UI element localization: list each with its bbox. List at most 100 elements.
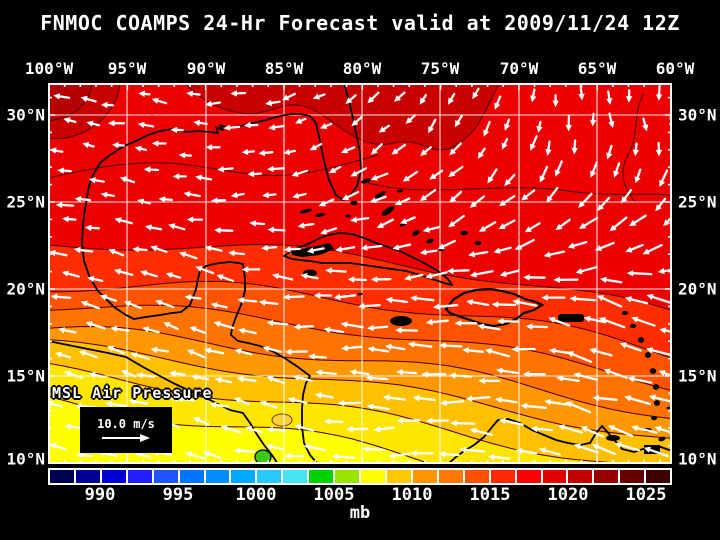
wind-arrow-head [266,376,274,383]
wind-arrow-head [469,271,477,278]
wind-arrow-head [307,247,314,254]
wind-arrow-head [237,297,244,304]
wind-arrow-head [520,402,528,410]
wind-arrow-head [419,97,426,105]
wind-arrow-head [575,268,583,275]
wind-arrow-head [400,218,408,224]
wind-arrow-head [223,124,231,131]
wind-arrow-head [523,274,530,281]
wind-arrow-shaft [546,250,566,257]
colorbar-segment [50,470,74,483]
wind-arrow-head [165,272,173,279]
colorbar-segment [464,470,489,483]
island-speck [426,238,434,244]
wind-arrow-head [521,194,529,201]
wind-arrow-head [421,371,428,378]
wind-arrow-head [163,322,171,328]
wind-arrow-head [74,196,82,203]
wind-arrow-shaft [421,188,437,200]
wind-arrow-head [282,94,290,101]
wind-arrow-head [555,223,563,231]
colorbar-tick-label: 990 [84,485,116,505]
wind-arrow-head [137,198,145,205]
wind-arrow-head [469,201,477,208]
isobar-contour [367,182,672,197]
pressure-wind-map [48,83,672,464]
coastline-south-america [447,418,672,464]
lon-tick-label: 70°W [499,59,539,78]
wind-arrow-head [603,368,611,375]
wind-arrow-head [55,201,63,209]
island-speck [315,213,325,217]
colorbar-segment [386,470,411,483]
wind-arrow-head [580,426,588,433]
wind-arrow-head [108,248,116,255]
wind-arrow-head [394,95,401,102]
wind-arrow-head [179,251,187,258]
wind-arrow-head [151,97,159,104]
pressure-band [48,396,672,464]
wind-arrow-head [631,425,639,432]
wind-arrow-head [449,148,457,156]
wind-arrow-head [213,321,221,328]
wind-arrow-head [333,293,341,301]
island-speck [629,323,637,329]
wind-arrow-head [323,418,331,425]
wind-arrow-shaft [630,377,653,384]
isobar-contour [48,304,672,392]
wind-arrow-head [190,374,198,381]
wind-arrow-shaft [579,192,593,207]
wind-arrow-head [496,367,503,374]
wind-arrow-head [184,294,192,301]
colorbar-segment [257,470,282,483]
wind-arrow-head [283,293,290,301]
wind-arrow-shaft [376,426,395,431]
wind-arrow-shaft [523,404,547,409]
wind-arrow-head [187,349,195,356]
wind-arrow-head [449,372,456,379]
wind-arrow-head [341,147,349,154]
wind-arrow-head [50,293,58,300]
lat-tick-label: 10°N [678,449,717,469]
lat-tick-label: 10°N [6,449,45,469]
small-pressure-feature [271,413,293,427]
wind-arrow-head [100,294,108,301]
wind-arrow-head [599,276,607,283]
wind-arrow-head [648,394,656,401]
wind-arrow-shaft [83,301,101,310]
map-layers [48,83,672,464]
wind-arrow-head [308,353,315,360]
wind-arrow-head [620,196,628,204]
wind-arrow-head [293,323,300,330]
wind-arrow-head [49,443,57,449]
wind-arrow-head [501,142,508,150]
wind-arrow-head [425,318,433,326]
wind-arrow-head [88,371,96,378]
wind-arrow-head [504,179,512,186]
wind-arrow-shaft [187,452,205,460]
wind-arrow-head [204,245,212,252]
wind-arrow-shaft [622,343,642,352]
island-speck [644,352,652,358]
wind-arrow-head [314,392,322,399]
wind-arrow-head [267,226,275,233]
wind-arrow-head [376,222,384,228]
wind-arrow-head [247,170,255,178]
wind-arrow-shaft [576,373,599,381]
island-speck [652,384,660,390]
wind-arrow-shaft [648,348,672,357]
wind-arrow-head [76,452,83,459]
wind-arrow-shaft [428,271,448,278]
island-speck [653,400,661,406]
wind-arrow-head [419,248,427,256]
wind-arrow-head [258,149,266,157]
wind-arrow-head [654,426,662,433]
wind-arrow-head [438,451,446,458]
wind-arrow-shaft [306,445,326,452]
colorbar-segment [75,470,100,483]
wind-arrow-head [331,453,339,460]
wind-arrow-head [210,302,218,309]
wind-arrow-head [432,303,440,310]
wind-arrow-head [370,276,378,283]
wind-arrow-shaft [387,345,406,351]
